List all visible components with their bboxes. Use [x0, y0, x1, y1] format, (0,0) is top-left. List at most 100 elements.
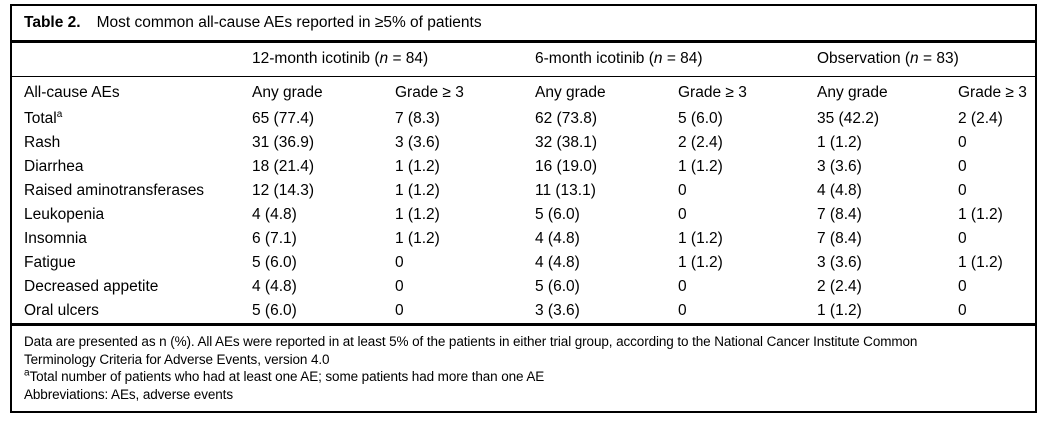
footnote-marker: a	[56, 108, 63, 120]
row-label: Totala	[12, 107, 252, 131]
cell: 16 (19.0)	[535, 158, 598, 175]
group-header-row: 12-month icotinib (n = 84) 6-month icoti…	[12, 43, 1035, 77]
column-header-grade-3: Grade ≥ 3	[395, 84, 464, 102]
cell: 0	[678, 302, 687, 319]
cell: 0	[958, 302, 967, 319]
n-symbol: n	[910, 50, 919, 68]
group-label: 6-month icotinib (	[535, 50, 654, 68]
cell: 2 (2.4)	[678, 134, 723, 151]
table-row-decreased-appetite: Decreased appetite 4 (4.8) 0 5 (6.0) 0 2…	[12, 275, 1035, 299]
table-caption: Table 2. Most common all-cause AEs repor…	[12, 6, 1035, 43]
cell: 1 (1.2)	[395, 206, 440, 223]
cell: 18 (21.4)	[252, 158, 315, 175]
footnote-abbreviations: Abbreviations: AEs, adverse events	[24, 386, 233, 402]
n-value: = 84)	[662, 50, 703, 68]
cell: 0	[958, 134, 967, 151]
stub-header: All-cause AEs	[24, 84, 120, 102]
row-label-text: Oral ulcers	[24, 302, 99, 319]
group-header-observation: Observation (n = 83)	[817, 43, 1035, 77]
cell: 1 (1.2)	[678, 230, 723, 247]
table-row-rash: Rash 31 (36.9) 3 (3.6) 32 (38.1) 2 (2.4)…	[12, 131, 1035, 155]
cell: 6 (7.1)	[252, 230, 297, 247]
row-label-text: Insomnia	[24, 230, 87, 247]
cell: 0	[958, 230, 967, 247]
row-label-text: Leukopenia	[24, 206, 105, 223]
cell: 0	[678, 182, 687, 199]
cell: 3 (3.6)	[535, 302, 580, 319]
cell: 0	[678, 278, 687, 295]
row-label-text: Raised aminotransferases	[24, 182, 205, 199]
row-label: Oral ulcers	[12, 299, 252, 323]
cell: 1 (1.2)	[958, 206, 1003, 223]
n-symbol: n	[653, 50, 663, 68]
column-header-grade-3: Grade ≥ 3	[678, 84, 747, 102]
cell: 5 (6.0)	[252, 254, 297, 271]
group-label: 12-month icotinib (	[252, 50, 380, 68]
n-value: = 83)	[918, 50, 959, 68]
cell: 7 (8.4)	[817, 230, 862, 247]
cell: 1 (1.2)	[678, 158, 723, 175]
group-label: Observation (	[817, 50, 911, 68]
cell: 0	[958, 182, 967, 199]
row-label: Decreased appetite	[12, 275, 252, 299]
cell: 2 (2.4)	[817, 278, 862, 295]
table-row-insomnia: Insomnia 6 (7.1) 1 (1.2) 4 (4.8) 1 (1.2)…	[12, 227, 1035, 251]
cell: 4 (4.8)	[535, 230, 580, 247]
table-row-leukopenia: Leukopenia 4 (4.8) 1 (1.2) 5 (6.0) 0 7 (…	[12, 203, 1035, 227]
cell: 1 (1.2)	[817, 134, 862, 151]
cell: 4 (4.8)	[535, 254, 580, 271]
cell: 3 (3.6)	[817, 254, 862, 271]
cell: 0	[678, 206, 687, 223]
table-footnotes: Data are presented as n (%). All AEs wer…	[12, 323, 1035, 403]
cell: 1 (1.2)	[958, 254, 1003, 271]
row-label: Insomnia	[12, 227, 252, 251]
cell: 12 (14.3)	[252, 182, 315, 199]
n-symbol: n	[379, 50, 389, 68]
cell: 1 (1.2)	[395, 230, 440, 247]
table-row-oral-ulcers: Oral ulcers 5 (6.0) 0 3 (3.6) 0 1 (1.2) …	[12, 299, 1035, 323]
cell: 4 (4.8)	[817, 182, 862, 199]
table-title: Most common all-cause AEs reported in ≥5…	[96, 14, 482, 31]
row-label: Raised aminotransferases	[12, 179, 252, 203]
cell: 3 (3.6)	[395, 134, 440, 151]
cell: 1 (1.2)	[678, 254, 723, 271]
row-label: Fatigue	[12, 251, 252, 275]
row-label-text: Total	[24, 110, 57, 127]
row-label-text: Diarrhea	[24, 158, 84, 175]
cell: 1 (1.2)	[395, 182, 440, 199]
row-label: Leukopenia	[12, 203, 252, 227]
cell: 5 (6.0)	[252, 302, 297, 319]
table-row-diarrhea: Diarrhea 18 (21.4) 1 (1.2) 16 (19.0) 1 (…	[12, 155, 1035, 179]
footnote-marker: a	[24, 367, 30, 379]
cell: 5 (6.0)	[678, 110, 723, 127]
cell: 5 (6.0)	[535, 278, 580, 295]
n-value: = 84)	[388, 50, 429, 68]
cell: 4 (4.8)	[252, 278, 297, 295]
row-label: Rash	[12, 131, 252, 155]
row-label-text: Rash	[24, 134, 61, 151]
column-header-any-grade: Any grade	[817, 84, 888, 102]
footnote-data-presentation-line2: Terminology Criteria for Adverse Events,…	[24, 351, 330, 367]
cell: 3 (3.6)	[817, 158, 862, 175]
cell: 0	[395, 302, 404, 319]
column-header-row: All-cause AEs Any grade Grade ≥ 3 Any gr…	[12, 76, 1035, 107]
row-label: Diarrhea	[12, 155, 252, 179]
cell: 1 (1.2)	[817, 302, 862, 319]
stub-header-empty	[12, 43, 252, 77]
cell: 11 (13.1)	[535, 182, 596, 199]
cell: 65 (77.4)	[252, 110, 315, 127]
cell: 5 (6.0)	[535, 206, 580, 223]
cell: 4 (4.8)	[252, 206, 297, 223]
table-number: Table 2.	[24, 14, 81, 31]
ae-table: 12-month icotinib (n = 84) 6-month icoti…	[12, 43, 1035, 323]
table-row-raised-aminotransferases: Raised aminotransferases 12 (14.3) 1 (1.…	[12, 179, 1035, 203]
table-frame: Table 2. Most common all-cause AEs repor…	[10, 4, 1037, 413]
group-header-12-month: 12-month icotinib (n = 84)	[252, 43, 535, 77]
cell: 31 (36.9)	[252, 134, 315, 151]
cell: 0	[395, 278, 404, 295]
group-header-6-month: 6-month icotinib (n = 84)	[535, 43, 817, 77]
table-row-total: Totala 65 (77.4) 7 (8.3) 62 (73.8) 5 (6.…	[12, 107, 1035, 131]
footnote-text: Total number of patients who had at leas…	[29, 369, 545, 384]
cell: 32 (38.1)	[535, 134, 598, 151]
cell: 7 (8.3)	[395, 110, 440, 127]
